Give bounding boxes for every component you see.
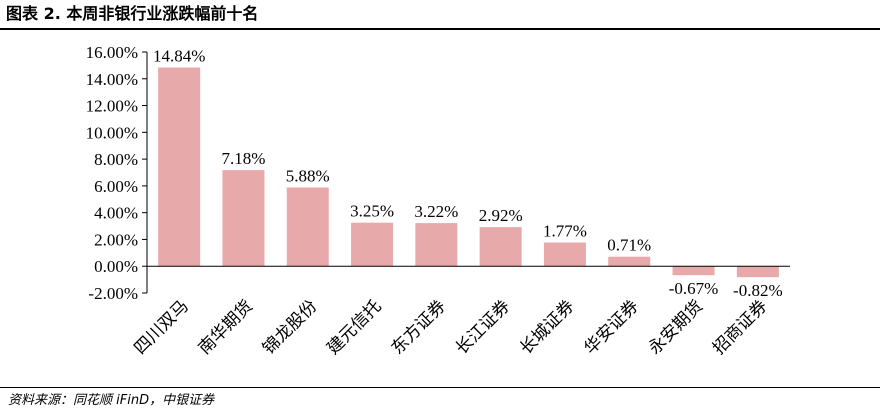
x-tick-label: 华安证券 (581, 296, 643, 358)
y-tick-label: 2.00% (94, 230, 138, 249)
source-note: 资料来源：同花顺 iFinD，中银证券 (8, 393, 215, 408)
data-label: -0.82% (733, 281, 783, 300)
x-tick-label: 招商证券 (709, 296, 771, 358)
x-tick-label: 锦龙股份 (259, 296, 321, 358)
y-tick-label: 8.00% (94, 150, 138, 169)
data-label: 14.84% (153, 47, 205, 66)
bar (608, 256, 651, 267)
y-tick-label: 12.00% (86, 97, 138, 116)
data-label: 7.18% (221, 149, 265, 168)
source-rule (0, 387, 880, 388)
data-label: 0.71% (607, 236, 651, 255)
x-tick-label: 永安期货 (645, 296, 707, 358)
y-tick-label: 6.00% (94, 177, 138, 196)
y-axis: -2.00% 0.00% 2.00% 4.00% 6.00% 8.00% 10.00% 12.… (86, 43, 148, 303)
bar (286, 187, 329, 267)
bar (415, 223, 458, 267)
y-tick-label: 14.00% (86, 70, 138, 89)
bar (672, 266, 715, 276)
data-label: 3.22% (414, 202, 458, 221)
data-label: 5.88% (286, 166, 330, 185)
y-tick-label: 10.00% (86, 123, 138, 142)
bar-chart: -2.00% 0.00% 2.00% 4.00% 6.00% 8.00% 10.00% 12.… (86, 43, 790, 358)
y-tick-label: -2.00% (88, 284, 138, 303)
data-label: 1.77% (543, 222, 587, 241)
bar (543, 242, 586, 267)
bar (736, 266, 779, 278)
x-tick-label: 南华期货 (195, 296, 257, 358)
bar (479, 227, 522, 267)
x-tick-label: 建元信托 (323, 296, 385, 358)
x-tick-label: 长城证券 (516, 296, 578, 358)
y-tick-label: 4.00% (94, 204, 138, 223)
x-tick-label: 长江证券 (452, 296, 514, 358)
figure-title: 图表 2. 本周非银行业涨跌幅前十名 (6, 4, 259, 23)
y-tick-label: 16.00% (86, 43, 138, 62)
title-rule (0, 28, 880, 30)
x-tick-label: 东方证券 (388, 296, 450, 358)
x-tick-label: 四川双马 (130, 296, 192, 358)
data-labels: 14.84% 7.18% 5.88% 3.25% 3.22% 2.92% 1.77% 0.71… (153, 47, 783, 301)
x-axis-labels: 四川双马 南华期货 锦龙股份 建元信托 东方证券 长江证券 长城证券 华安证券 永安期货 招商证券 (130, 296, 770, 358)
data-label: 3.25% (350, 202, 394, 221)
bar (222, 170, 265, 267)
data-label: 2.92% (479, 206, 523, 225)
y-tick-label: 0.00% (94, 257, 138, 276)
bar (351, 222, 394, 267)
bar (158, 67, 201, 267)
bars (158, 67, 779, 278)
data-label: -0.67% (669, 279, 719, 298)
